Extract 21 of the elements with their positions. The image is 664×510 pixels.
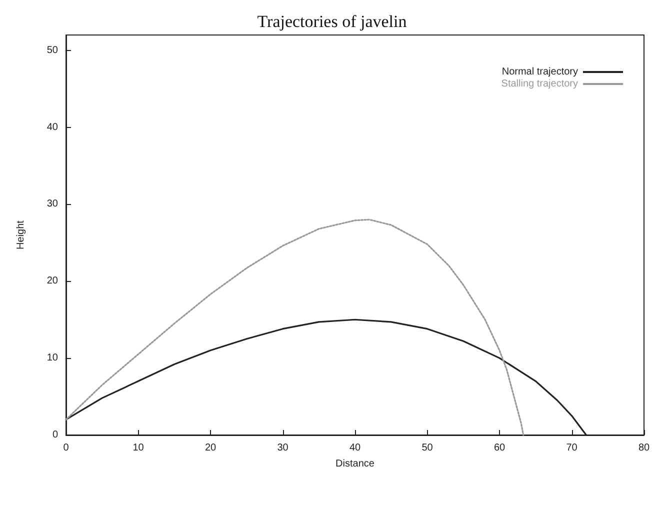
x-tick-label: 40 bbox=[349, 442, 361, 454]
y-axis-title: Height bbox=[16, 220, 26, 250]
x-tick-label: 30 bbox=[277, 442, 289, 454]
x-tick-label: 10 bbox=[132, 442, 144, 454]
x-tick-label: 0 bbox=[63, 442, 70, 454]
legend-label: Normal trajectory bbox=[502, 66, 578, 78]
y-tick-label: 0 bbox=[52, 430, 58, 440]
y-tick-label: 30 bbox=[46, 198, 58, 210]
x-tick-label: 70 bbox=[566, 442, 578, 454]
x-tick-label: 60 bbox=[494, 442, 506, 454]
x-tick-label: 20 bbox=[204, 442, 216, 454]
line-series bbox=[65, 218, 524, 436]
y-tick-label: 10 bbox=[46, 352, 58, 364]
y-tick-label: 40 bbox=[46, 122, 58, 133]
x-axis-title: Distance bbox=[336, 458, 375, 470]
chart-title: Trajectories of javelin bbox=[257, 12, 408, 31]
x-tick-label: 50 bbox=[422, 442, 434, 454]
x-tick-label: 80 bbox=[638, 442, 650, 454]
legend-label: Stalling trajectory bbox=[501, 78, 578, 90]
y-tick-label: 50 bbox=[46, 44, 58, 56]
y-tick-label: 20 bbox=[46, 276, 58, 287]
